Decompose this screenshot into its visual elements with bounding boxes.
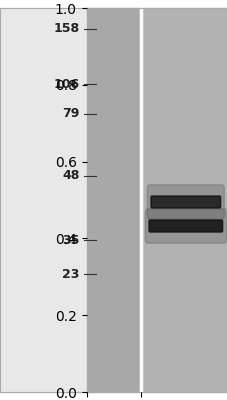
FancyBboxPatch shape	[150, 196, 220, 208]
Text: 48: 48	[62, 170, 79, 182]
FancyBboxPatch shape	[147, 185, 223, 219]
Text: 106: 106	[53, 78, 79, 90]
Text: 35: 35	[62, 234, 79, 246]
Bar	[0, 8, 86, 392]
FancyBboxPatch shape	[145, 209, 225, 243]
Bar	[141, 8, 227, 392]
Text: 23: 23	[62, 268, 79, 280]
Text: 158: 158	[53, 22, 79, 35]
Text: 79: 79	[62, 108, 79, 120]
Bar	[86, 8, 141, 392]
FancyBboxPatch shape	[148, 220, 222, 232]
